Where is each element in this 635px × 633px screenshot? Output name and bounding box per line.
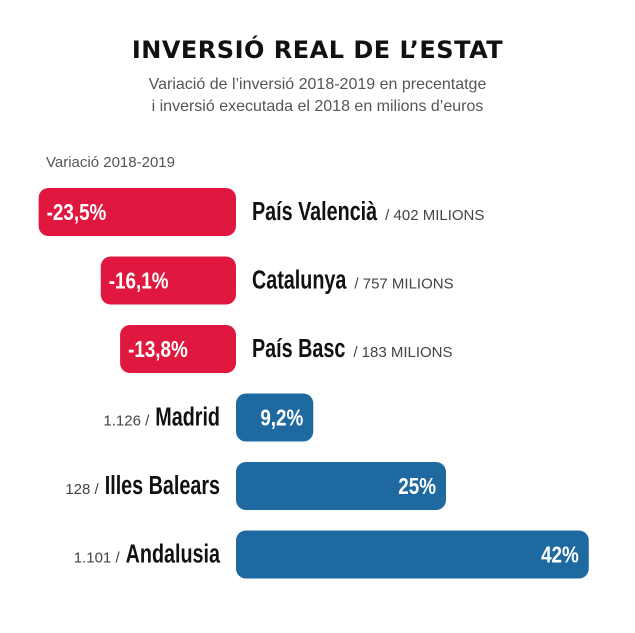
category-label-pais-valencia: País Valencià [252, 196, 377, 225]
value-label-madrid: 9,2% [260, 406, 303, 431]
value-label-andalusia: 42% [541, 543, 579, 568]
investment-label-andalusia: 1.101 / [74, 550, 121, 567]
value-label-pais-basc: -13,8% [128, 337, 188, 362]
investment-label-pais-valencia: / 402 MILIONS [385, 207, 484, 224]
investment-label-illes-balears: 128 / [65, 481, 99, 498]
value-label-pais-valencia: -23,5% [47, 200, 107, 225]
value-label-illes-balears: 25% [398, 474, 436, 499]
investment-label-catalunya: / 757 MILIONS [354, 276, 453, 293]
category-label-andalusia: Andalusia [126, 539, 221, 568]
value-label-catalunya: -16,1% [109, 269, 169, 294]
bar-andalusia [236, 531, 589, 579]
investment-label-madrid: 1.126 / [103, 413, 150, 430]
category-label-catalunya: Catalunya [252, 265, 347, 294]
category-label-illes-balears: Illes Balears [105, 470, 220, 499]
category-label-pais-basc: País Basc [252, 333, 345, 362]
investment-label-pais-basc: / 183 MILIONS [353, 344, 452, 361]
category-label-madrid: Madrid [155, 402, 220, 431]
